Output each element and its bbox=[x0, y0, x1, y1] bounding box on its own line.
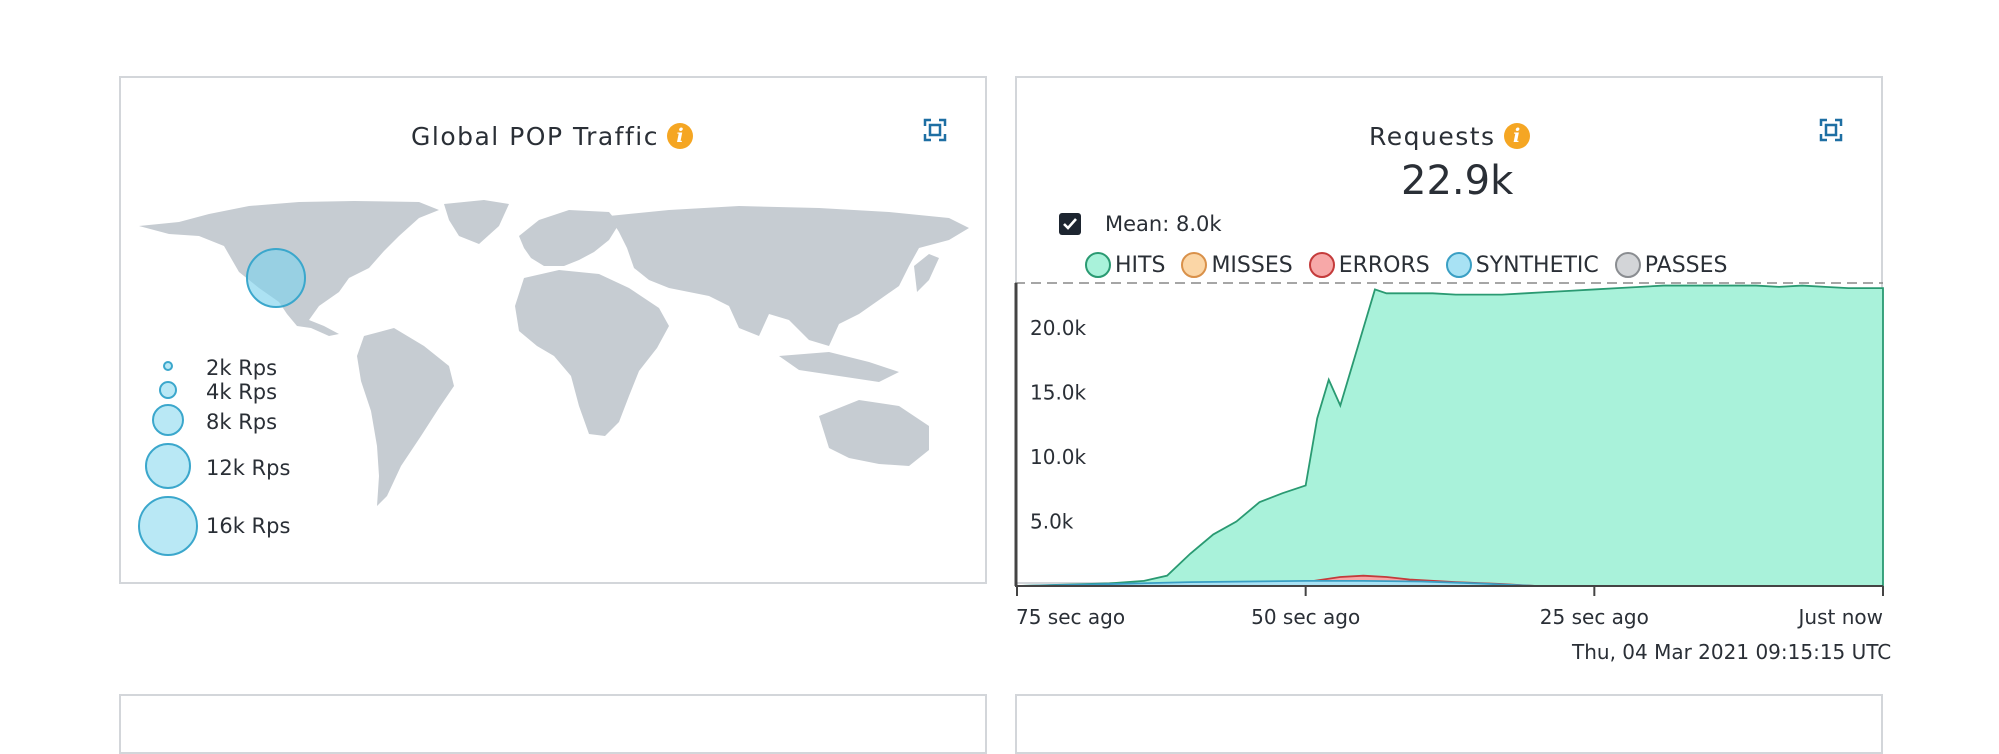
panel-title-text: Global POP Traffic bbox=[411, 122, 659, 151]
legend-label-8k: 8k Rps bbox=[206, 410, 278, 434]
x-tick-label: Just now bbox=[1797, 605, 1883, 629]
legend-label-12k: 12k Rps bbox=[206, 456, 291, 480]
x-tick-label: 25 sec ago bbox=[1540, 605, 1649, 629]
legend-label-4k: 4k Rps bbox=[206, 380, 278, 404]
misses-swatch bbox=[1181, 252, 1208, 278]
legend-label: ERRORS bbox=[1338, 252, 1430, 278]
legend-label: PASSES bbox=[1644, 252, 1728, 278]
chart-timestamp: Thu, 04 Mar 2021 09:15:15 UTC bbox=[1572, 640, 1892, 664]
legend-label: SYNTHETIC bbox=[1475, 252, 1599, 278]
hits-swatch bbox=[1085, 252, 1111, 278]
legend-item-misses[interactable]: MISSES bbox=[1181, 252, 1293, 278]
legend-item-synthetic[interactable]: SYNTHETIC bbox=[1445, 252, 1599, 278]
x-tick-label: 50 sec ago bbox=[1251, 605, 1360, 629]
bottom-right-panel bbox=[1015, 694, 1883, 754]
synthetic-swatch bbox=[1445, 252, 1472, 278]
panel-title-text: Requests bbox=[1369, 122, 1496, 151]
global-pop-traffic-panel: Global POP Traffic i bbox=[119, 76, 987, 584]
bottom-left-panel bbox=[119, 694, 987, 754]
info-icon[interactable]: i bbox=[1503, 123, 1530, 149]
series-legend: HITS MISSES ERRORS SYNTHETIC PASSES bbox=[1085, 252, 1744, 278]
panel-title: Requests i bbox=[1369, 122, 1530, 151]
requests-chart: 5.0k 10.0k 15.0k 20.0k 75 sec ago 50 sec ago 2… bbox=[1014, 282, 1884, 629]
bubble-legend bbox=[138, 361, 198, 556]
legend-label: HITS bbox=[1115, 252, 1166, 278]
legend-item-passes[interactable]: PASSES bbox=[1614, 252, 1728, 278]
info-icon[interactable]: i bbox=[666, 123, 693, 149]
panel-title: Global POP Traffic i bbox=[411, 122, 693, 151]
x-tick-label: 75 sec ago bbox=[1016, 605, 1125, 629]
legend-label-16k: 16k Rps bbox=[206, 514, 291, 538]
checkmark-icon bbox=[1063, 218, 1077, 230]
legend-item-hits[interactable]: HITS bbox=[1085, 252, 1165, 278]
requests-value: 22.9k bbox=[1401, 158, 1514, 204]
y-tick-label: 10.0k bbox=[1030, 445, 1087, 469]
y-tick-label: 15.0k bbox=[1030, 381, 1087, 405]
series-area-hits bbox=[1016, 284, 1884, 587]
mean-checkbox[interactable] bbox=[1059, 213, 1081, 235]
y-tick-label: 20.0k bbox=[1030, 316, 1087, 340]
mean-label: Mean: 8.0k bbox=[1105, 212, 1222, 236]
mean-toggle[interactable]: Mean: 8.0k bbox=[1059, 212, 1222, 236]
legend-item-errors[interactable]: ERRORS bbox=[1308, 252, 1430, 278]
expand-icon[interactable] bbox=[923, 118, 947, 142]
errors-swatch bbox=[1308, 252, 1335, 278]
y-tick-label: 5.0k bbox=[1030, 510, 1074, 534]
pop-marker bbox=[246, 248, 306, 308]
legend-label: MISSES bbox=[1211, 252, 1293, 278]
passes-swatch bbox=[1614, 252, 1641, 278]
world-map bbox=[139, 200, 969, 506]
legend-label-2k: 2k Rps bbox=[206, 356, 278, 380]
expand-icon[interactable] bbox=[1819, 118, 1843, 142]
